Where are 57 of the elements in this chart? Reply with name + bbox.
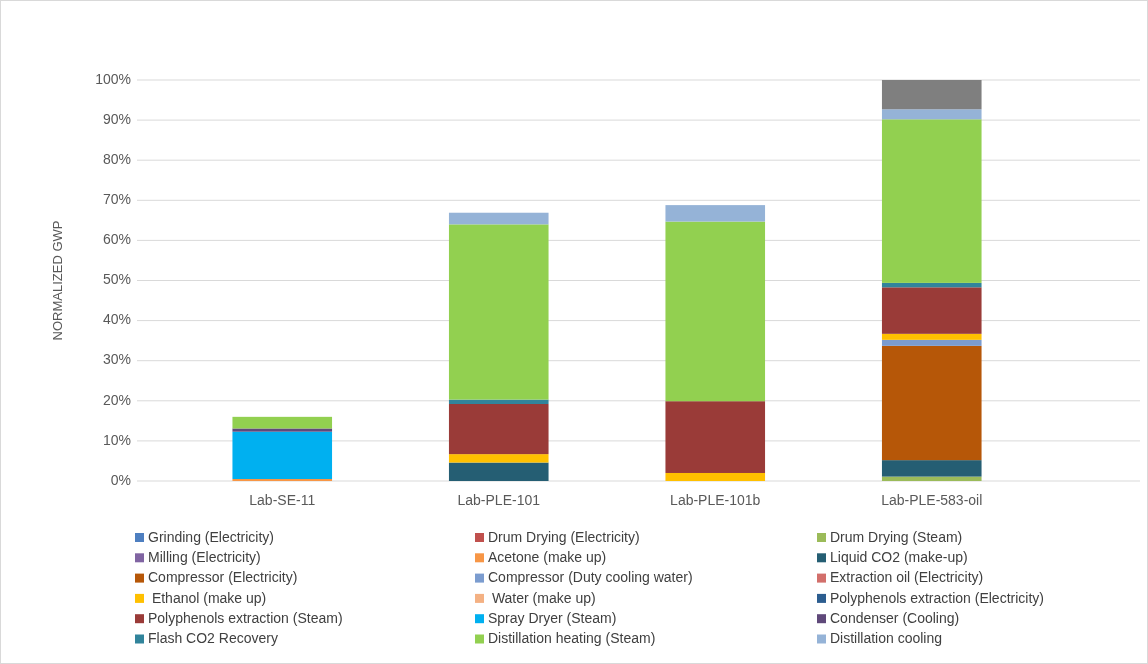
bar [232, 428, 333, 432]
bar [881, 476, 982, 481]
legend-label: Condenser (Cooling) [830, 609, 960, 626]
legend-label: Polyphenols extraction (Steam) [148, 609, 343, 626]
legend-label: Liquid CO2 (make-up) [830, 549, 968, 565]
legend-label: Flash CO2 Recovery [148, 630, 278, 647]
bar [448, 462, 549, 481]
bar [665, 401, 766, 473]
bar [232, 431, 333, 479]
legend-label: Water (make up) [488, 589, 596, 606]
bar [881, 345, 982, 461]
bar [448, 454, 549, 463]
legend-label: Spray Dryer (Steam) [488, 609, 617, 626]
bar [881, 287, 982, 334]
y-tick-label: 20% [102, 391, 131, 408]
legend-label: Acetone (make up) [488, 549, 607, 565]
x-tick-label: Lab-PLE-101 [457, 492, 541, 508]
bar [881, 333, 982, 340]
y-tick-label: 90% [102, 110, 131, 127]
bar [881, 119, 982, 283]
legend-label: Polyphenols extraction (Electricity) [830, 589, 1044, 606]
legend-label: Drum Drying (Steam) [830, 528, 963, 545]
bar [881, 460, 982, 477]
legend-label: Compressor (Electricity) [148, 569, 298, 586]
legend-label: Compressor (Duty cooling water) [488, 569, 693, 586]
y-tick-label: 10% [102, 431, 131, 448]
bar [881, 339, 982, 346]
bar [448, 399, 549, 405]
y-tick-label: 0% [110, 471, 131, 488]
bar [881, 282, 982, 288]
bar [881, 109, 982, 120]
bar [448, 212, 549, 225]
bar [881, 80, 982, 110]
y-tick-label: 80% [102, 150, 131, 167]
y-tick-label: 40% [102, 311, 131, 328]
y-tick-label: 70% [102, 191, 131, 207]
bar [665, 472, 766, 481]
legend-label: Drum Drying (Electricity) [488, 528, 640, 545]
legend-label: Milling (Electricity) [148, 549, 261, 565]
x-tick-label: Lab-SE-11 [249, 492, 316, 508]
x-tick-label: Lab-PLE-583-oil [881, 492, 983, 508]
y-tick-label: 50% [102, 271, 131, 288]
x-tick-label: Lab-PLE-101b [670, 492, 761, 508]
legend-label: Grinding (Electricity) [148, 528, 275, 545]
bar [448, 224, 549, 400]
y-tick-label: 60% [102, 231, 131, 248]
bar [665, 221, 766, 402]
bar [232, 416, 333, 429]
legend-label: Distillation cooling [830, 630, 943, 647]
y-axis-title: NORMALIZED GWP [50, 220, 65, 341]
legend-label: Distillation heating (Steam) [488, 630, 656, 647]
y-tick-label: 100% [95, 70, 131, 87]
bar [448, 404, 549, 455]
legend-label: Extraction oil (Electricity) [830, 569, 984, 586]
legend-label: Ethanol (make up) [148, 589, 267, 606]
y-tick-label: 30% [102, 351, 131, 368]
bar [665, 205, 766, 222]
